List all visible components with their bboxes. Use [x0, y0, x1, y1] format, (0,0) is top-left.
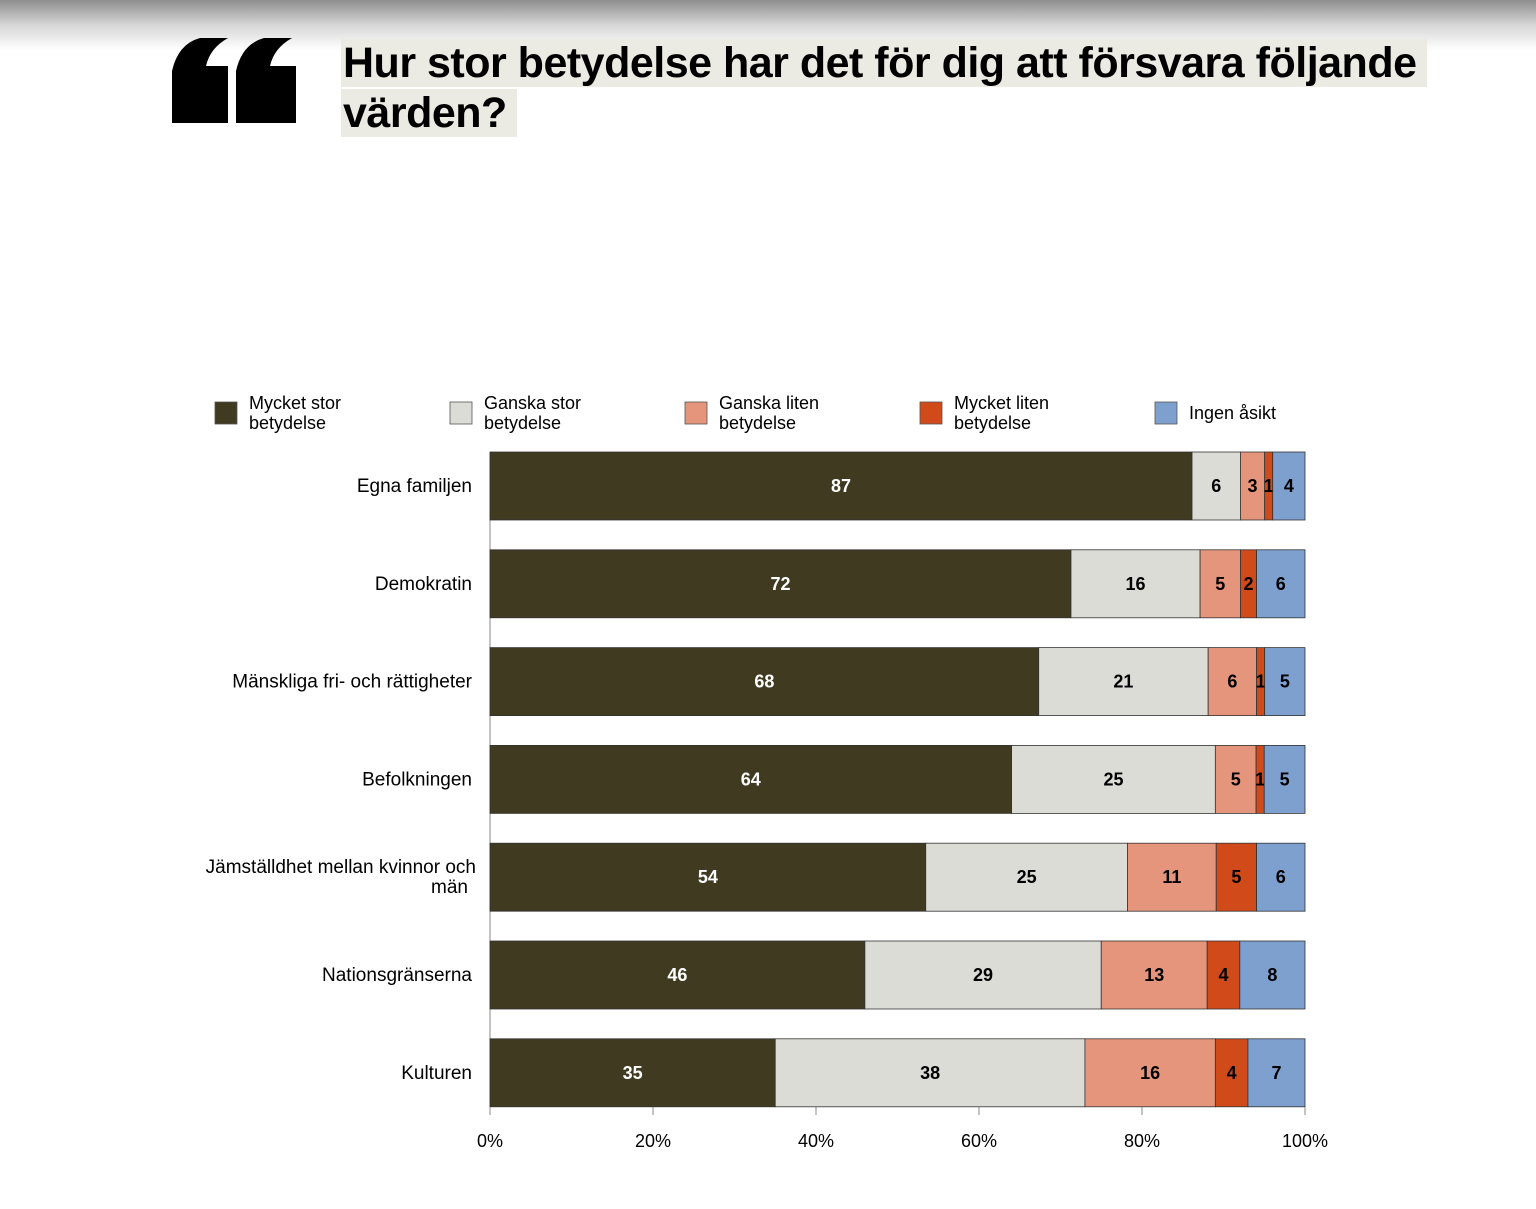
data-label: 2 — [1244, 574, 1254, 594]
x-tick-label: 60% — [961, 1131, 997, 1151]
data-label: 6 — [1211, 476, 1221, 496]
bar-segment — [1214, 745, 1257, 814]
data-label: 4 — [1227, 1063, 1237, 1083]
bar-segment — [1214, 1038, 1249, 1108]
bar-segment — [1264, 647, 1306, 716]
category-label: Demokratin — [375, 574, 472, 595]
bar-segment — [489, 549, 1072, 619]
bar-segment — [1256, 549, 1306, 619]
data-label: 6 — [1276, 574, 1286, 594]
data-label: 38 — [920, 1063, 940, 1083]
data-label: 29 — [973, 965, 993, 985]
legend-swatch — [214, 401, 238, 425]
bar-segment — [489, 842, 927, 912]
data-label: 11 — [1162, 867, 1181, 887]
data-label: 35 — [623, 1063, 643, 1083]
legend-label: Ganska stor betydelse — [484, 393, 581, 433]
x-tick-label: 0% — [477, 1131, 503, 1151]
data-label: 46 — [667, 965, 687, 985]
bar-segment — [1256, 842, 1306, 912]
x-tick-label: 40% — [798, 1131, 834, 1151]
quote-icon — [172, 38, 296, 123]
x-tick-label: 20% — [635, 1131, 671, 1151]
bar-segment — [1100, 940, 1208, 1010]
legend-label: Mycket stor betydelse — [249, 393, 341, 433]
x-tick-label: 80% — [1124, 1131, 1160, 1151]
data-label: 5 — [1280, 769, 1290, 789]
data-label: 64 — [741, 769, 761, 789]
data-label: 5 — [1215, 574, 1225, 594]
bar-segment — [489, 451, 1193, 521]
data-label: 21 — [1113, 672, 1133, 692]
data-label: 87 — [831, 476, 851, 496]
bar-segment — [774, 1038, 1086, 1108]
data-label: 54 — [698, 867, 718, 887]
page-title: Hur stor betydelse har det för dig att f… — [341, 38, 1536, 138]
data-label: 25 — [1103, 769, 1123, 789]
bar-segment — [489, 745, 1012, 814]
data-label: 6 — [1227, 672, 1237, 692]
bar-segment — [489, 647, 1040, 716]
data-label: 6 — [1276, 867, 1286, 887]
category-label: Kulturen — [401, 1063, 472, 1084]
category-label: Nationsgränserna — [322, 965, 472, 986]
data-label: 4 — [1218, 965, 1228, 985]
data-label: 8 — [1267, 965, 1277, 985]
data-label: 3 — [1248, 476, 1258, 496]
data-label: 25 — [1017, 867, 1037, 887]
data-label: 16 — [1140, 1063, 1160, 1083]
bar-segment — [1263, 745, 1306, 814]
bar-segment — [925, 842, 1128, 912]
bar-segment — [864, 940, 1102, 1010]
bar-segment — [1011, 745, 1216, 814]
legend-label: Ingen åsikt — [1189, 403, 1276, 423]
bar-segment — [1127, 842, 1217, 912]
data-label: 68 — [754, 672, 774, 692]
data-label: 5 — [1231, 769, 1241, 789]
data-label: 4 — [1284, 476, 1294, 496]
data-label: 5 — [1280, 672, 1290, 692]
bar-segment — [1247, 1038, 1306, 1108]
data-label: 1 — [1256, 672, 1266, 692]
bar-segment — [489, 1038, 776, 1108]
data-label: 16 — [1126, 574, 1146, 594]
bar-segment — [489, 940, 866, 1010]
category-label: Egna familjen — [357, 476, 472, 497]
data-label: 7 — [1271, 1063, 1281, 1083]
category-label: Befolkningen — [362, 769, 472, 790]
legend-swatch — [919, 401, 943, 425]
legend-swatch — [1154, 401, 1178, 425]
legend-swatch — [684, 401, 708, 425]
data-label: 5 — [1231, 867, 1241, 887]
bar-segment — [1038, 647, 1209, 716]
data-label: 1 — [1255, 769, 1265, 789]
category-label: Mänskliga fri- och rättigheter — [232, 672, 472, 693]
data-label: 72 — [770, 574, 790, 594]
bar-segment — [1191, 451, 1241, 521]
bar-segment — [1207, 647, 1257, 716]
data-label: 13 — [1144, 965, 1164, 985]
bar-segment — [1206, 940, 1241, 1010]
bar-segment — [1070, 549, 1201, 619]
bar-segment — [1240, 451, 1266, 521]
legend-label: Mycket liten betydelse — [954, 393, 1049, 433]
legend-label: Ganska liten betydelse — [719, 393, 819, 433]
legend-swatch — [449, 401, 473, 425]
category-label: Jämställdhet mellan kvinnor och män — [206, 857, 476, 898]
bar-segment — [1239, 940, 1306, 1010]
bar-segment — [1272, 451, 1306, 521]
data-label: 1 — [1264, 476, 1274, 496]
x-tick-label: 100% — [1282, 1131, 1328, 1151]
